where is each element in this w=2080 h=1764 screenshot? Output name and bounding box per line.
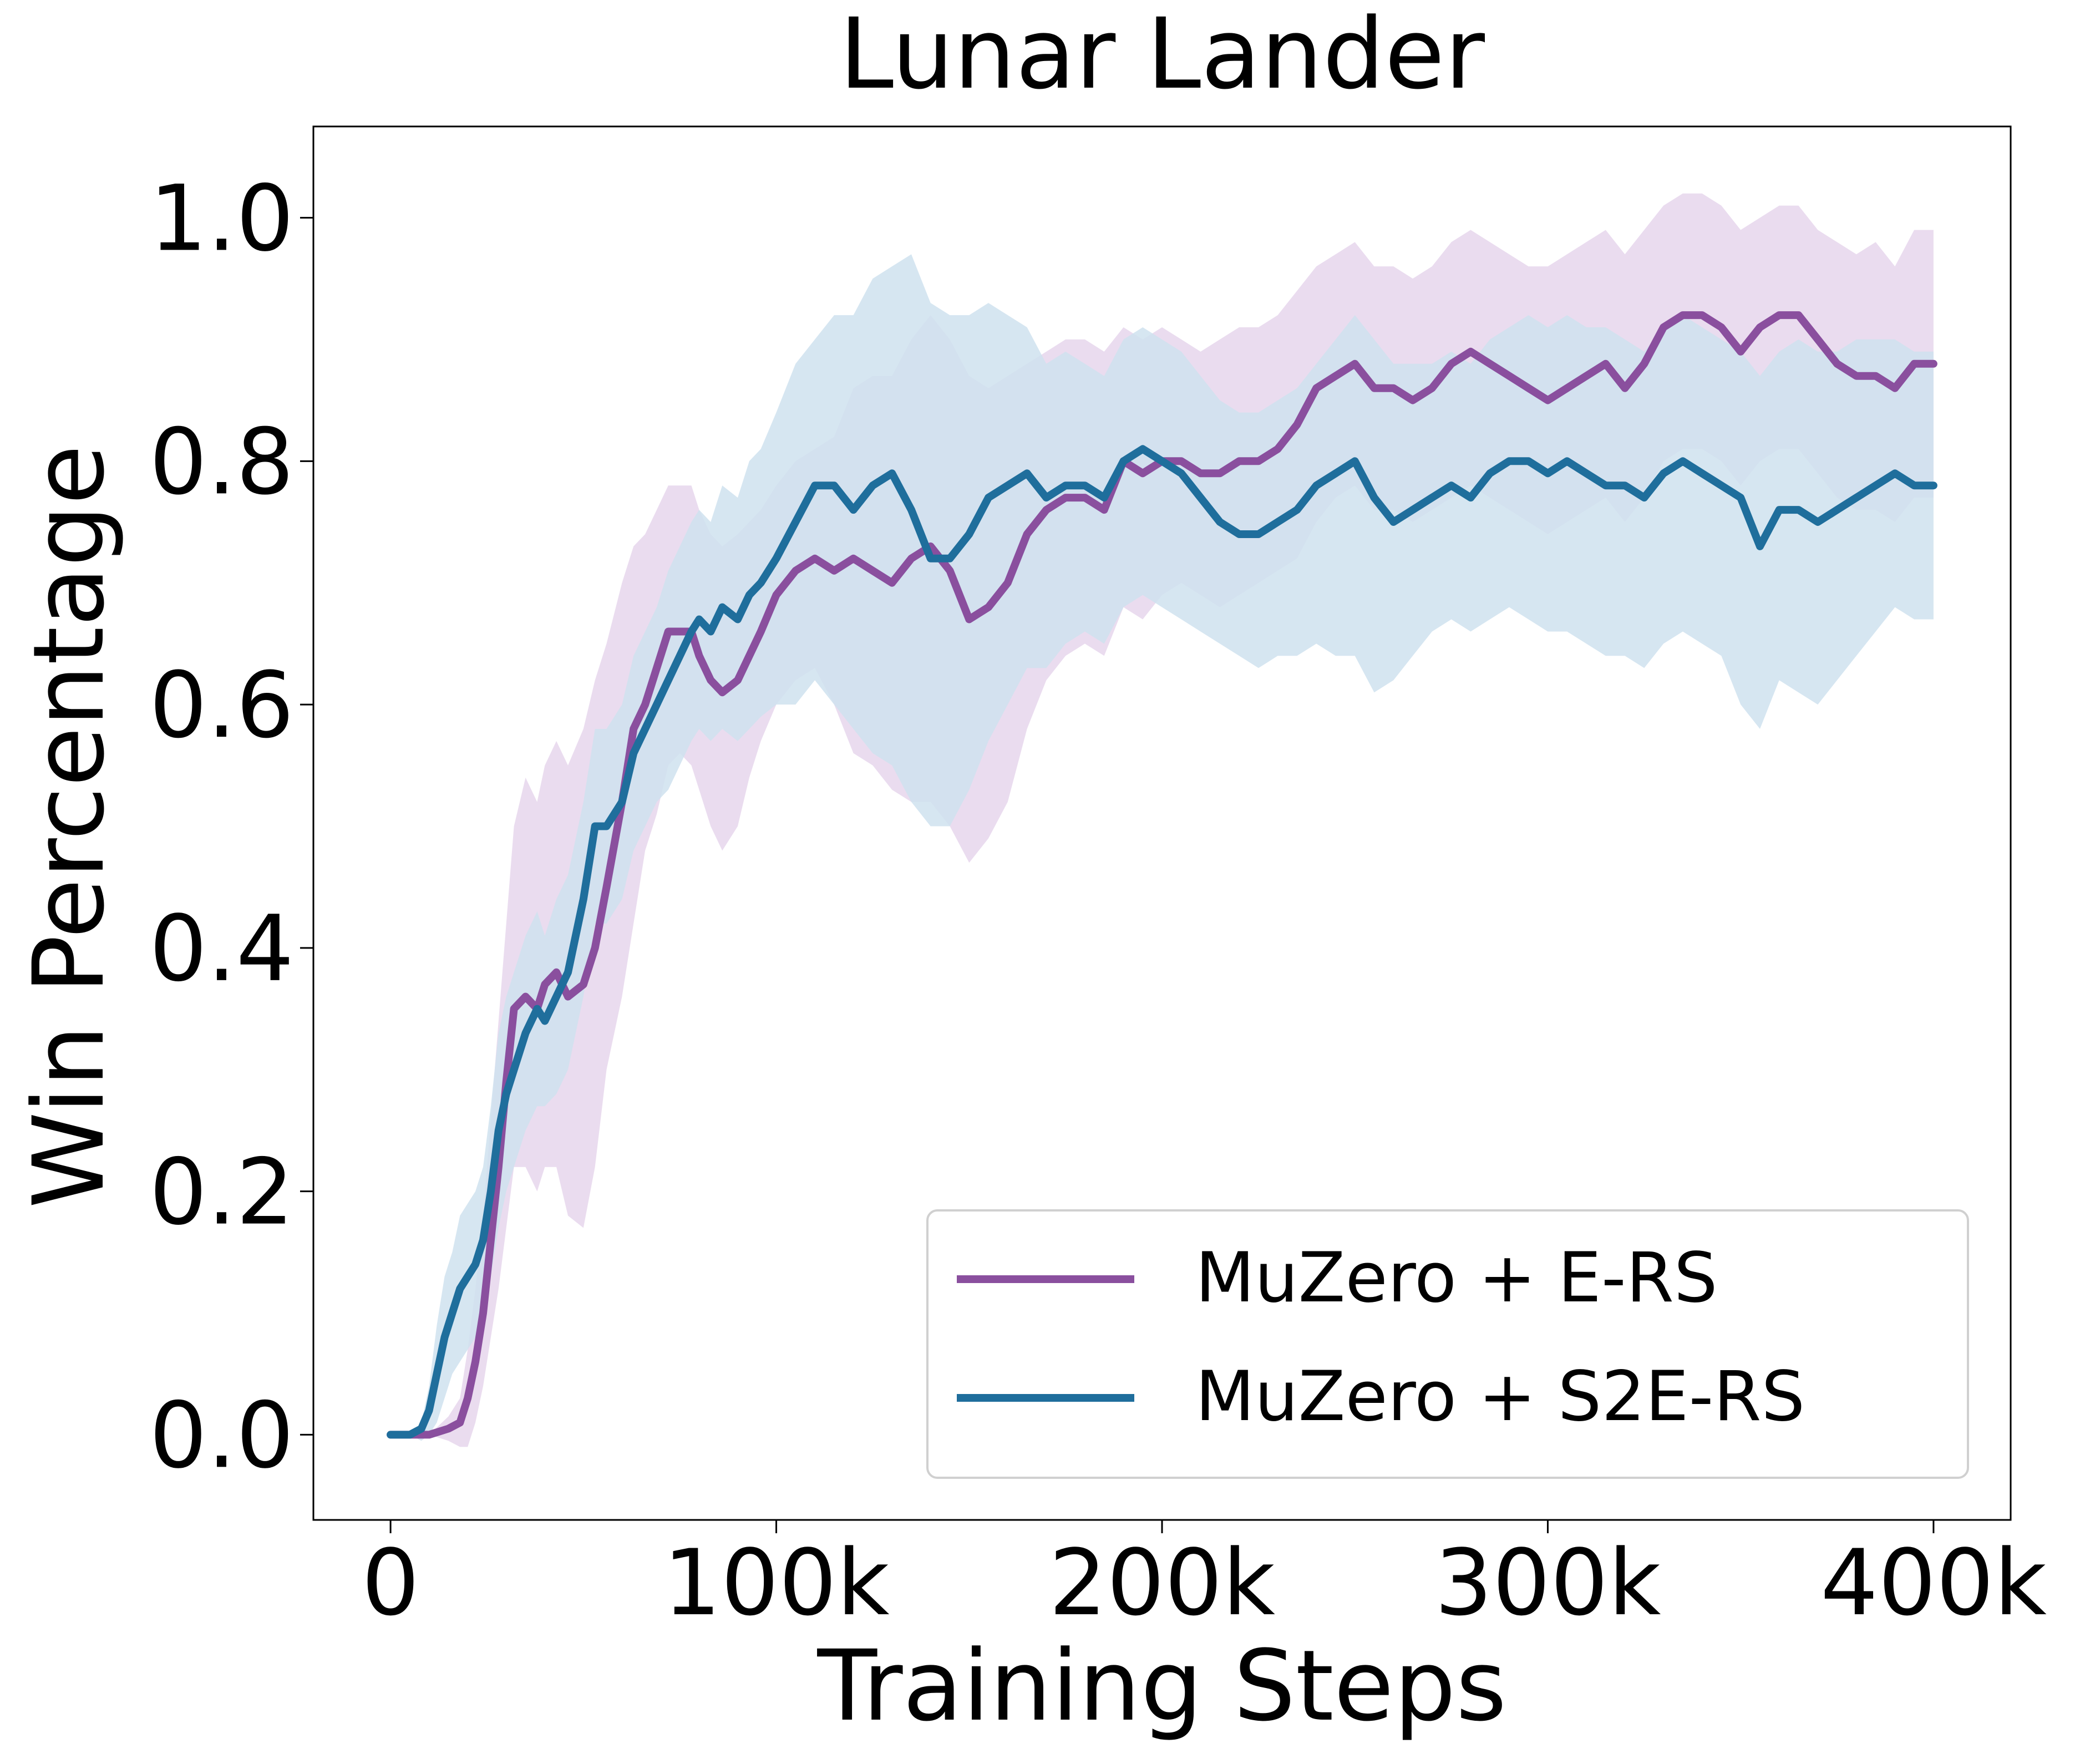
x-tick-label: 200k: [1049, 1530, 1275, 1636]
series-2-line: [387, 445, 1937, 1439]
legend-label-e-rs: MuZero + E-RS: [1195, 1238, 1718, 1318]
x-tick-label: 400k: [1820, 1530, 2047, 1636]
x-axis-ticks: 0 100k 200k 300k 400k: [362, 1520, 2047, 1636]
legend: MuZero + E-RS MuZero + S2E-RS: [926, 1209, 1969, 1479]
chart-title: Lunar Lander: [839, 0, 1485, 111]
legend-box: [926, 1209, 1969, 1479]
x-tick-label: 100k: [663, 1530, 890, 1636]
y-axis-ticks: 0.0 0.2 0.4 0.6 0.8 1.0: [149, 166, 313, 1488]
y-axis-label: Win Percentage: [12, 445, 126, 1209]
x-tick-label: 300k: [1434, 1530, 1661, 1636]
y-tick-label: 1.0: [149, 166, 294, 272]
y-tick-label: 0.8: [149, 409, 294, 515]
legend-label-s2e-rs: MuZero + S2E-RS: [1195, 1357, 1805, 1437]
y-tick-label: 0.4: [149, 896, 294, 1002]
y-tick-label: 0.6: [149, 652, 294, 758]
series-lines: [387, 311, 1937, 1439]
y-tick-label: 0.0: [149, 1382, 294, 1488]
x-axis-label: Training Steps: [817, 1629, 1507, 1743]
y-tick-label: 0.2: [149, 1139, 294, 1245]
x-tick-label: 0: [362, 1530, 419, 1636]
